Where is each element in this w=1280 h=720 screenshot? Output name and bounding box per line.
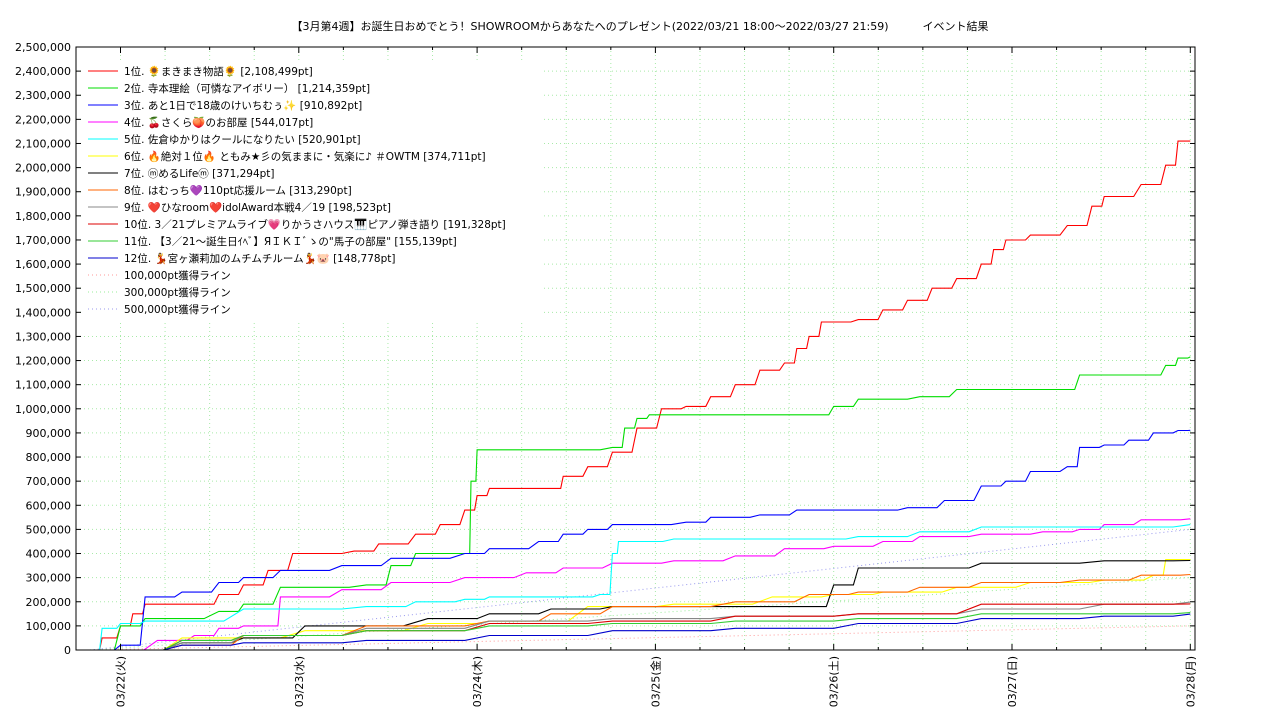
series-line — [89, 524, 1191, 651]
legend-label: 300,000pt獲得ライン — [124, 286, 231, 299]
series-lines — [89, 140, 1191, 651]
plot-frame — [75, 46, 1196, 651]
legend-background — [82, 61, 542, 320]
x-tick-label: 03/26(土) — [828, 656, 841, 707]
reference-lines — [89, 528, 1191, 651]
y-axis: 0 100,000 200,000 300,000 400,000 500,000 600,… — [15, 41, 1195, 657]
y-tick-label: 700,000 — [26, 475, 72, 488]
y-tick-label: 2,300,000 — [15, 89, 71, 102]
y-tick-label: 2,100,000 — [15, 137, 71, 150]
x-tick-label: 03/23(水) — [293, 656, 306, 707]
y-tick-label: 1,800,000 — [15, 210, 71, 223]
y-tick-label: 2,200,000 — [15, 113, 71, 126]
series-line — [89, 429, 1191, 651]
legend-label: 9位. ❤️ひなroom❤️idolAward本戦4／19 [198,523pt… — [124, 201, 391, 214]
y-tick-label: 2,000,000 — [15, 162, 71, 175]
chart-title: 【3月第4週】お誕生日おめでとう！SHOWROOMからあなたへのプレゼント(20… — [291, 19, 988, 33]
x-tick-label: 03/25(金) — [648, 656, 662, 707]
series-line — [89, 601, 1191, 651]
y-tick-label: 1,200,000 — [15, 355, 71, 368]
y-tick-label: 1,300,000 — [15, 330, 71, 343]
legend-label: 2位. 寺本理絵（可憐なアイボリー） [1,214,359pt] — [124, 82, 370, 95]
x-axis: 03/22(火) 03/23(水) 03/24(木) 03/25(金) 03/26(土)… — [115, 47, 1197, 707]
y-tick-label: 900,000 — [26, 427, 72, 440]
chart-title-main: 【3月第4週】お誕生日おめでとう！SHOWROOMからあなたへのプレゼント(20… — [291, 19, 888, 33]
series-line — [89, 559, 1191, 651]
legend: 1位. 🌻まきまき物語🌻 [2,108,499pt] 2位. 寺本理絵（可憐なアイ… — [82, 61, 542, 320]
y-tick-label: 300,000 — [26, 572, 72, 585]
series-line — [89, 612, 1191, 651]
legend-label: 500,000pt獲得ライン — [124, 303, 231, 316]
x-tick-label: 03/24(木) — [471, 656, 484, 707]
y-tick-label: 600,000 — [26, 499, 72, 512]
legend-label: 1位. 🌻まきまき物語🌻 [2,108,499pt] — [124, 65, 313, 78]
y-tick-label: 1,700,000 — [15, 234, 71, 247]
x-tick-label: 03/28(月) — [1184, 656, 1197, 707]
y-tick-label: 1,900,000 — [15, 186, 71, 199]
y-tick-label: 100,000 — [26, 620, 72, 633]
y-tick-label: 2,400,000 — [15, 65, 71, 78]
legend-label: 6位. 🔥絶対１位🔥 ともみ★彡の気ままに・気楽に♪ ＃OWTM [374,71… — [124, 150, 486, 163]
y-tick-label: 1,000,000 — [15, 403, 71, 416]
legend-label: 100,000pt獲得ライン — [124, 269, 231, 282]
y-tick-label: 0 — [64, 644, 71, 657]
legend-label: 3位. あと1日で18歳のけいちむぅ✨ [910,892pt] — [124, 99, 362, 112]
y-tick-label: 500,000 — [26, 523, 72, 536]
series-line — [89, 613, 1191, 651]
y-tick-label: 200,000 — [26, 596, 72, 609]
y-tick-label: 1,500,000 — [15, 282, 71, 295]
series-line — [89, 356, 1191, 651]
legend-label: 11位. 【3／21〜誕生日ｲﾍﾞ】ЯＩＫＩﾞゝの"馬子の部屋" [155,13… — [124, 235, 457, 248]
legend-label: 8位. はむっち💜110pt応援ルーム [313,290pt] — [124, 184, 352, 197]
reference-line — [89, 528, 1191, 651]
legend-label: 5位. 佐倉ゆかりはクールになりたい [520,901pt] — [124, 133, 361, 146]
chart-subtitle: イベント結果 — [923, 19, 989, 33]
y-tick-label: 1,100,000 — [15, 379, 71, 392]
series-line — [89, 518, 1191, 651]
series-line — [89, 573, 1191, 651]
y-tick-label: 400,000 — [26, 548, 72, 561]
x-tick-label: 03/27(日) — [1006, 656, 1019, 707]
y-tick-label: 2,500,000 — [15, 41, 71, 54]
legend-label: 4位. 🍒さくら🍑のお部屋 [544,017pt] — [124, 116, 313, 129]
x-tick-label: 03/22(火) — [115, 656, 128, 707]
legend-label: 12位. 💃宮ヶ瀬莉加のムチムチルーム💃🐷 [148,778pt] — [124, 252, 395, 265]
series-line — [89, 140, 1191, 651]
legend-label: 10位. 3／21プレミアムライブ💗りかうさハウス🎹ピアノ弾き語り [191,3… — [124, 218, 506, 231]
legend-label: 7位. ⓜめるLifeⓜ [371,294pt] — [124, 167, 275, 180]
y-tick-label: 800,000 — [26, 451, 72, 464]
y-tick-label: 1,600,000 — [15, 258, 71, 271]
y-tick-label: 1,400,000 — [15, 306, 71, 319]
